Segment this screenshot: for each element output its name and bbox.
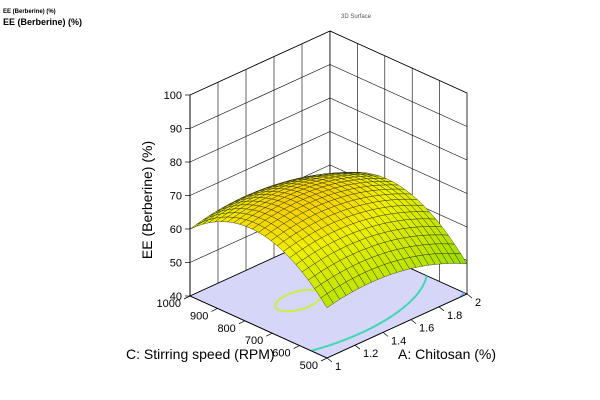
header-main-title: EE (Berberine) (%) xyxy=(3,17,83,27)
x-tick-label: 1.6 xyxy=(419,323,434,335)
y-tick-label: 700 xyxy=(245,335,263,347)
y-tick xyxy=(293,345,300,349)
y-tick xyxy=(183,295,191,300)
grid-line xyxy=(329,97,468,161)
z-tick-label: 90 xyxy=(170,124,182,136)
y-axis-line xyxy=(189,295,328,359)
header-small-title: EE (Berberine) (%) xyxy=(3,9,56,15)
z-tick-label: 100 xyxy=(164,90,182,102)
z-tick-label: 50 xyxy=(170,258,182,270)
surface-patch xyxy=(320,293,334,309)
y-tick-label: 1000 xyxy=(157,298,181,310)
y-tick-label: 600 xyxy=(272,348,290,360)
contour-line xyxy=(274,288,322,313)
x-tick xyxy=(354,344,361,350)
grid-line xyxy=(189,131,331,196)
x-tick-label: 1.8 xyxy=(447,310,462,322)
y-tick xyxy=(266,332,273,337)
y-axis-label: C: Stirring speed (RPM) xyxy=(126,346,275,362)
z-tick-label: 40 xyxy=(170,291,182,303)
x-axis-label: A: Chitosan (%) xyxy=(398,346,496,362)
response-surface xyxy=(189,172,468,309)
x-tick xyxy=(410,319,417,324)
z-tick-label: 80 xyxy=(170,157,182,169)
z-axis-label: EE (Berberine) (%) xyxy=(139,141,155,259)
x-tick xyxy=(382,332,389,337)
grid-line xyxy=(189,97,331,163)
z-tick-label: 70 xyxy=(170,191,182,203)
y-tick-label: 500 xyxy=(300,360,318,372)
grid-line xyxy=(329,30,468,94)
x-tick-label: 1.4 xyxy=(391,335,406,347)
grid-line xyxy=(189,30,331,96)
y-tick xyxy=(211,308,218,312)
x-tick-label: 1 xyxy=(335,361,341,373)
x-tick-label: 1.2 xyxy=(363,348,378,360)
x-tick xyxy=(438,306,445,312)
grid-line xyxy=(329,64,468,127)
x-axis-line xyxy=(326,293,468,359)
y-tick-label: 900 xyxy=(190,310,208,322)
grid-line xyxy=(329,131,468,194)
x-tick xyxy=(326,357,333,363)
header-center-title: 3D Surface xyxy=(341,14,372,20)
y-tick-label: 800 xyxy=(217,323,235,335)
grid-line xyxy=(189,64,331,129)
z-tick-label: 60 xyxy=(170,224,182,236)
x-tick xyxy=(466,293,473,299)
x-tick-label: 2 xyxy=(475,297,481,309)
y-tick xyxy=(320,357,328,362)
y-tick xyxy=(238,320,245,325)
